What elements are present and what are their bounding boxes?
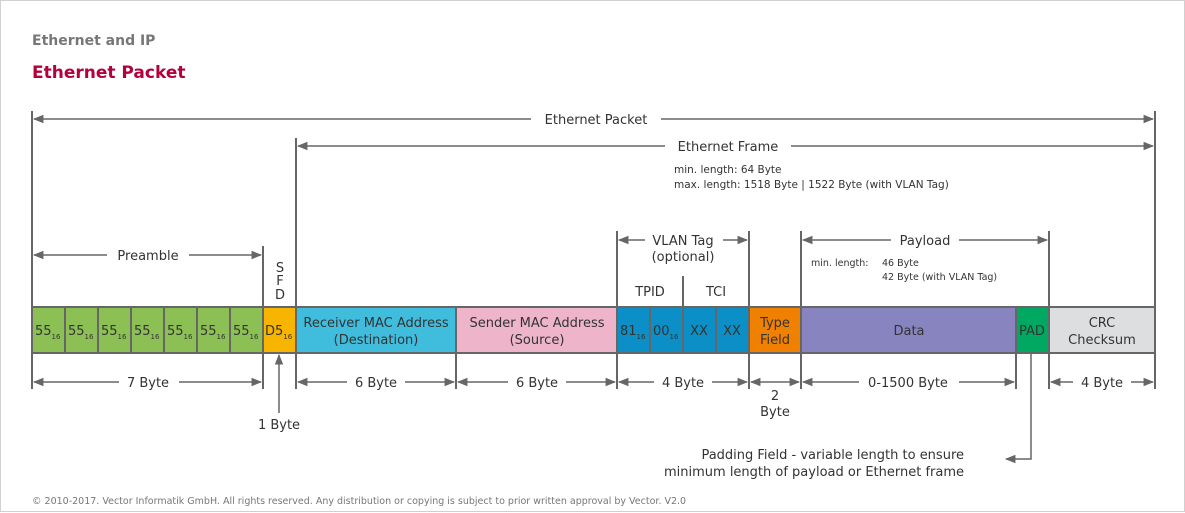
vlan-label: VLAN Tag bbox=[652, 234, 713, 249]
preamble-byte bbox=[31, 306, 66, 354]
receiver-field bbox=[295, 306, 457, 354]
preamble-byte-value: 5516 bbox=[134, 324, 160, 341]
receiver-size: 6 Byte bbox=[355, 376, 397, 391]
preamble-byte-value: 5516 bbox=[101, 324, 127, 341]
frame-label: Ethernet Frame bbox=[678, 140, 779, 155]
sfd-field bbox=[262, 306, 297, 354]
sender-label-1: Sender MAC Address bbox=[469, 316, 604, 331]
receiver-label-2: (Destination) bbox=[334, 333, 419, 348]
preamble-byte-value: 5516 bbox=[68, 324, 94, 341]
type-label-2: Field bbox=[760, 333, 790, 348]
crc-label-2: Checksum bbox=[1068, 333, 1136, 348]
sfd-label-d: D bbox=[275, 288, 285, 303]
packet-fields bbox=[31, 306, 1156, 354]
crc-size: 4 Byte bbox=[1081, 376, 1123, 391]
sfd-size: 1 Byte bbox=[258, 418, 300, 433]
padding-note-1: Padding Field - variable length to ensur… bbox=[701, 448, 964, 463]
tpid-byte-2 bbox=[649, 306, 684, 354]
sfd-value: D516 bbox=[265, 324, 293, 341]
data-label: Data bbox=[893, 324, 924, 339]
sender-field bbox=[455, 306, 618, 354]
vlan-size: 4 Byte bbox=[662, 376, 704, 391]
preamble-byte bbox=[196, 306, 231, 354]
frame-max: max. length: 1518 Byte | 1522 Byte (with… bbox=[674, 179, 949, 191]
tci-value-2: XX bbox=[723, 324, 741, 339]
preamble-byte-value: 5516 bbox=[233, 324, 259, 341]
pad-field bbox=[1015, 306, 1050, 354]
frame-min: min. length: 64 Byte bbox=[674, 164, 782, 176]
sender-size: 6 Byte bbox=[516, 376, 558, 391]
data-field bbox=[800, 306, 1017, 354]
tci-label: TCI bbox=[705, 285, 726, 300]
preamble-label: Preamble bbox=[117, 249, 178, 264]
preamble-byte bbox=[163, 306, 198, 354]
preamble-byte-value: 5516 bbox=[200, 324, 226, 341]
crc-label-1: CRC bbox=[1089, 316, 1116, 331]
crc-field bbox=[1048, 306, 1156, 354]
tci-value-1: XX bbox=[690, 324, 708, 339]
section-title: Ethernet and IP bbox=[32, 33, 155, 49]
receiver-label-1: Receiver MAC Address bbox=[303, 316, 448, 331]
preamble-byte-value: 5516 bbox=[167, 324, 193, 341]
copyright-footer: © 2010-2017. Vector Informatik GmbH. All… bbox=[32, 496, 686, 507]
sender-label-2: (Source) bbox=[510, 333, 565, 348]
padding-note-2: minimum length of payload or Ethernet fr… bbox=[664, 465, 964, 480]
sfd-label-f: F bbox=[276, 274, 283, 289]
vlan-optional: (optional) bbox=[652, 250, 715, 265]
preamble-byte bbox=[229, 306, 264, 354]
payload-min-label: min. length: bbox=[811, 258, 868, 269]
tpid-value-2: 0016 bbox=[653, 324, 679, 341]
payload-min-1: 46 Byte bbox=[882, 258, 919, 269]
preamble-size: 7 Byte bbox=[127, 376, 169, 391]
tpid-label: TPID bbox=[634, 285, 665, 300]
tci-byte-2 bbox=[715, 306, 750, 354]
size-arrows bbox=[32, 353, 1155, 464]
tpid-byte-1 bbox=[616, 306, 651, 354]
type-size-1: 2 bbox=[771, 389, 779, 404]
payload-size: 0-1500 Byte bbox=[868, 376, 948, 391]
preamble-byte bbox=[97, 306, 132, 354]
payload-min-2: 42 Byte (with VLAN Tag) bbox=[882, 272, 997, 283]
type-label-1: Type bbox=[759, 316, 790, 331]
pad-label: PAD bbox=[1019, 324, 1045, 339]
type-size-2: Byte bbox=[760, 405, 790, 420]
tpid-value-1: 8116 bbox=[620, 324, 646, 341]
page-title: Ethernet Packet bbox=[32, 63, 186, 83]
preamble-byte-value: 5516 bbox=[35, 324, 61, 341]
packet-label: Ethernet Packet bbox=[545, 113, 648, 128]
payload-label: Payload bbox=[900, 234, 951, 249]
sfd-label-s: S bbox=[276, 261, 284, 276]
tci-byte-1 bbox=[682, 306, 717, 354]
